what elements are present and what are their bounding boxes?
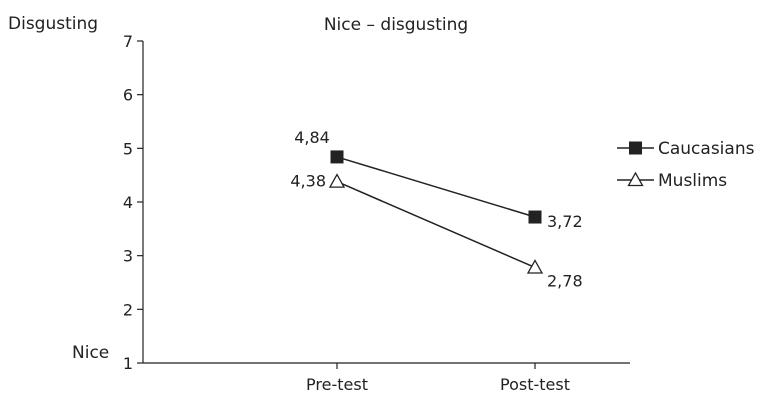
y-tick-label: 4 <box>123 193 133 212</box>
y-axis-ticks: 1 2 3 4 5 6 7 <box>123 32 143 373</box>
data-label: 3,72 <box>547 212 583 231</box>
y-tick-label: 2 <box>123 300 133 319</box>
x-tick-label: Pre-test <box>306 375 368 394</box>
y-axis-label-bottom: Nice <box>72 343 109 363</box>
series-line-muslims <box>336 180 536 269</box>
legend-marker <box>629 141 642 155</box>
legend-marker <box>627 171 644 187</box>
legend: Caucasians Muslims <box>617 139 755 191</box>
legend-label: Caucasians <box>658 139 755 159</box>
y-tick-label: 6 <box>123 86 133 105</box>
x-tick-label: Post-test <box>500 375 570 394</box>
y-tick-label: 3 <box>123 247 133 266</box>
data-label: 4,38 <box>290 172 326 191</box>
series-line-caucasians <box>336 156 536 218</box>
x-axis-ticks: Pre-test Post-test <box>306 363 570 394</box>
data-point-caucasians <box>330 150 344 164</box>
data-label: 2,78 <box>547 271 583 290</box>
data-point-caucasians <box>528 210 542 224</box>
series-layer: 4,84 3,72 4,38 2,78 <box>290 128 582 291</box>
legend-label: Muslims <box>658 171 727 191</box>
data-label: 4,84 <box>294 128 330 147</box>
data-point-muslims <box>328 173 346 188</box>
chart-title: Nice – disgusting <box>324 15 468 35</box>
y-tick-label: 5 <box>123 139 133 158</box>
y-tick-label: 7 <box>123 32 133 51</box>
y-axis-label-top: Disgusting <box>8 14 98 34</box>
y-tick-label: 1 <box>123 354 133 373</box>
data-point-muslims <box>526 259 544 274</box>
